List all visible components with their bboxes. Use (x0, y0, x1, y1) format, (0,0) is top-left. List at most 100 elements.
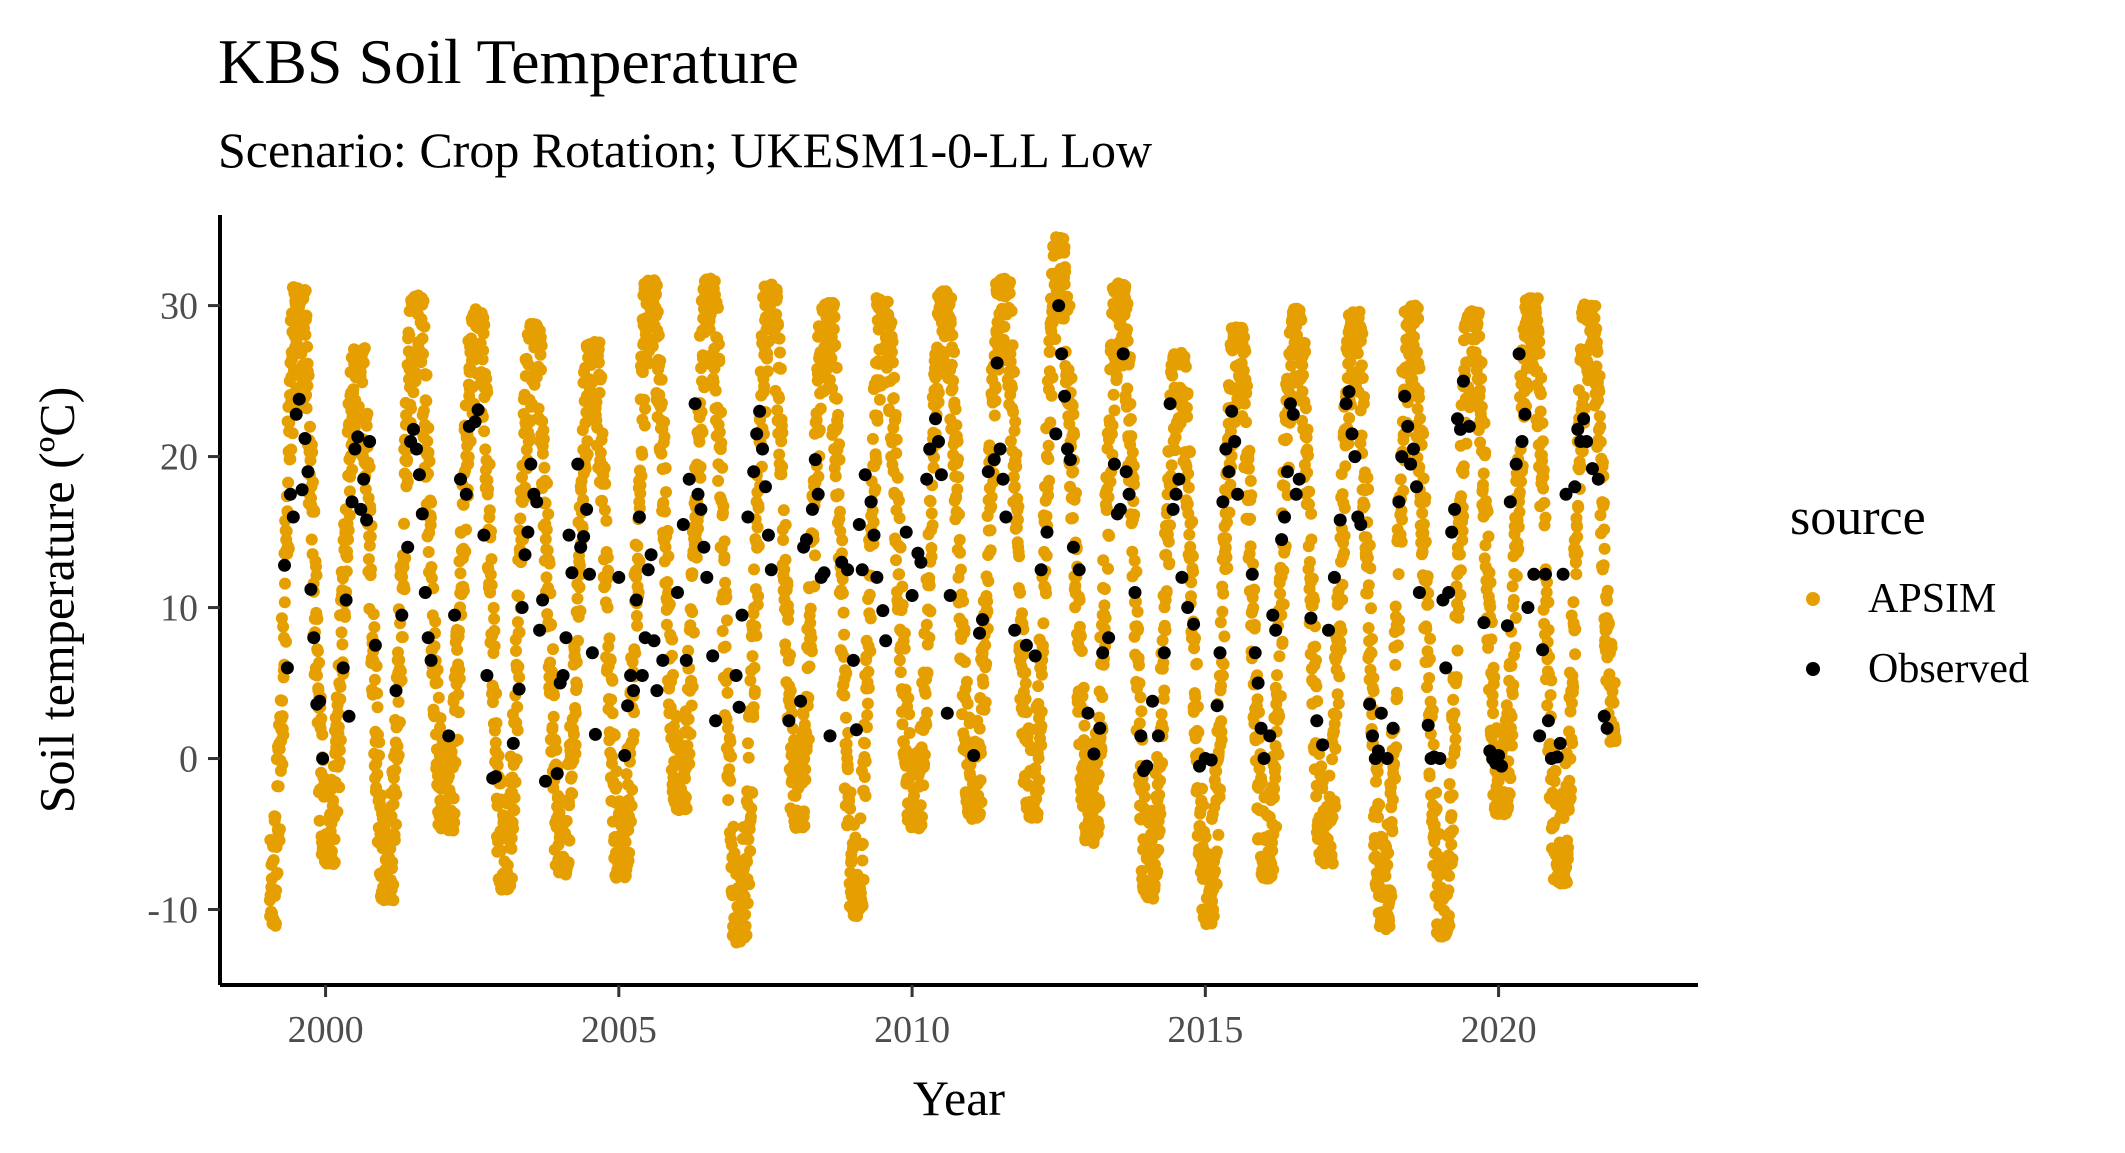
apsim-point (752, 539, 765, 552)
apsim-point (1323, 769, 1336, 782)
apsim-point (1214, 783, 1226, 796)
apsim-point (655, 447, 668, 460)
apsim-point (1367, 671, 1380, 684)
apsim-point (1058, 278, 1071, 291)
apsim-point (856, 854, 869, 867)
apsim-point (457, 584, 470, 597)
apsim-point (1412, 312, 1425, 325)
apsim-point (1244, 474, 1257, 487)
apsim-point (431, 663, 444, 676)
apsim-point (636, 448, 649, 461)
apsim-point (727, 820, 740, 833)
apsim-point (1035, 739, 1048, 752)
apsim-point (1338, 529, 1351, 542)
apsim-point (989, 382, 1002, 395)
apsim-point (1411, 302, 1424, 315)
apsim-point (1413, 362, 1426, 375)
apsim-point (1181, 497, 1194, 510)
apsim-point (401, 475, 414, 488)
apsim-point (1244, 512, 1257, 525)
apsim-point (838, 628, 851, 641)
apsim-point (920, 718, 933, 731)
apsim-point (478, 425, 491, 438)
apsim-point (333, 781, 346, 794)
apsim-point (1067, 465, 1080, 478)
apsim-point (490, 687, 503, 700)
apsim-point (1456, 534, 1469, 547)
apsim-point (782, 605, 795, 618)
apsim-point (1299, 402, 1312, 415)
apsim-point (356, 376, 369, 389)
apsim-point (1059, 265, 1072, 278)
apsim-point (1420, 622, 1433, 635)
apsim-point (565, 770, 578, 783)
apsim-point (749, 620, 762, 633)
apsim-point (1189, 691, 1202, 704)
apsim-point (1032, 680, 1045, 693)
apsim-point (898, 627, 911, 640)
apsim-point (797, 708, 810, 721)
apsim-point (1253, 762, 1266, 775)
apsim-point (808, 580, 821, 593)
apsim-point (743, 878, 756, 891)
apsim-point (347, 383, 360, 396)
apsim-point (973, 807, 986, 820)
apsim-point (980, 657, 993, 670)
apsim-point (1042, 489, 1055, 502)
apsim-point (1389, 600, 1402, 613)
apsim-point (1326, 857, 1339, 870)
apsim-point (1183, 528, 1196, 541)
apsim-point (336, 638, 349, 651)
apsim-point (1169, 431, 1182, 444)
apsim-point (603, 632, 616, 645)
apsim-point (1165, 459, 1178, 472)
apsim-point (1223, 506, 1236, 519)
apsim-point (1267, 863, 1280, 876)
apsim-point (420, 395, 433, 407)
apsim-point (1274, 690, 1287, 703)
apsim-point (477, 344, 490, 357)
apsim-point (1417, 427, 1430, 440)
apsim-point (1383, 920, 1396, 933)
apsim-point (1445, 838, 1458, 851)
apsim-point (631, 619, 644, 632)
apsim-point (1156, 757, 1169, 769)
apsim-point (1268, 782, 1281, 795)
apsim-point (1009, 415, 1022, 428)
apsim-point (718, 535, 731, 548)
apsim-point (721, 614, 733, 627)
apsim-point (1244, 540, 1257, 553)
apsim-point (1133, 677, 1146, 690)
apsim-point (1186, 550, 1199, 563)
apsim-point (1443, 919, 1456, 932)
apsim-point (672, 735, 684, 748)
apsim-point (840, 667, 853, 680)
apsim-point (431, 676, 444, 689)
apsim-point (1042, 453, 1055, 465)
apsim-point (661, 524, 674, 537)
apsim-point (679, 772, 691, 785)
apsim-point (316, 728, 329, 741)
apsim-point (560, 814, 573, 827)
apsim-point (871, 414, 884, 427)
apsim-point (864, 645, 877, 658)
apsim-point (949, 403, 962, 416)
apsim-point (569, 707, 582, 720)
apsim-point (951, 483, 964, 496)
apsim-point (869, 482, 882, 495)
apsim-point (484, 568, 497, 581)
apsim-point (638, 393, 651, 406)
apsim-point (1078, 719, 1091, 732)
apsim-point (1397, 484, 1410, 497)
apsim-point (1389, 658, 1402, 671)
apsim-point (893, 568, 906, 581)
apsim-point (422, 422, 435, 434)
apsim-point (367, 608, 380, 621)
apsim-point (624, 815, 637, 828)
apsim-point (1353, 305, 1366, 318)
apsim-point (539, 533, 552, 546)
apsim-point (462, 451, 475, 463)
apsim-point (771, 404, 784, 417)
apsim-point (722, 722, 734, 735)
apsim-point (1306, 572, 1319, 585)
